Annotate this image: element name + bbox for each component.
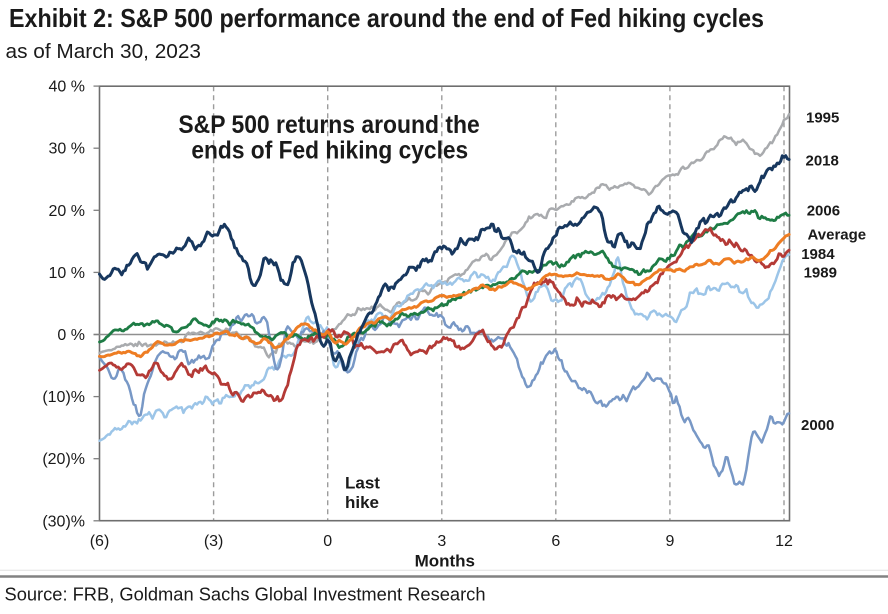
svg-text:(30)%: (30)% xyxy=(42,513,85,530)
svg-text:2006: 2006 xyxy=(807,202,840,219)
svg-text:Exhibit 2: S&P 500 performance: Exhibit 2: S&P 500 performance around th… xyxy=(9,3,764,33)
svg-text:10 %: 10 % xyxy=(49,265,85,282)
svg-text:hike: hike xyxy=(345,493,379,512)
svg-text:(6): (6) xyxy=(90,533,110,550)
svg-text:30 %: 30 % xyxy=(49,141,85,158)
svg-text:1989: 1989 xyxy=(804,265,837,282)
svg-text:as of March 30, 2023: as of March 30, 2023 xyxy=(6,41,202,63)
svg-text:0 %: 0 % xyxy=(57,327,85,344)
svg-text:1984: 1984 xyxy=(801,246,835,263)
svg-text:9: 9 xyxy=(665,533,674,550)
svg-text:2018: 2018 xyxy=(806,153,839,170)
svg-text:Last: Last xyxy=(345,474,380,493)
svg-text:12: 12 xyxy=(775,533,793,550)
svg-text:Months: Months xyxy=(415,552,475,571)
svg-text:2000: 2000 xyxy=(801,417,834,434)
svg-text:S&P 500 returns around the: S&P 500 returns around the xyxy=(178,111,479,139)
svg-text:(20)%: (20)% xyxy=(42,451,85,468)
svg-text:Average: Average xyxy=(808,227,867,244)
svg-text:40 %: 40 % xyxy=(49,79,85,96)
svg-text:(3): (3) xyxy=(204,533,224,550)
svg-text:20 %: 20 % xyxy=(49,203,85,220)
svg-text:3: 3 xyxy=(437,533,446,550)
svg-text:6: 6 xyxy=(551,533,560,550)
svg-text:0: 0 xyxy=(323,533,332,550)
svg-text:(10)%: (10)% xyxy=(42,389,85,406)
svg-text:1995: 1995 xyxy=(806,110,839,127)
svg-text:ends of Fed hiking cycles: ends of Fed hiking cycles xyxy=(191,137,468,165)
svg-text:Source: FRB, Goldman Sachs Glo: Source: FRB, Goldman Sachs Global Invest… xyxy=(5,585,486,605)
